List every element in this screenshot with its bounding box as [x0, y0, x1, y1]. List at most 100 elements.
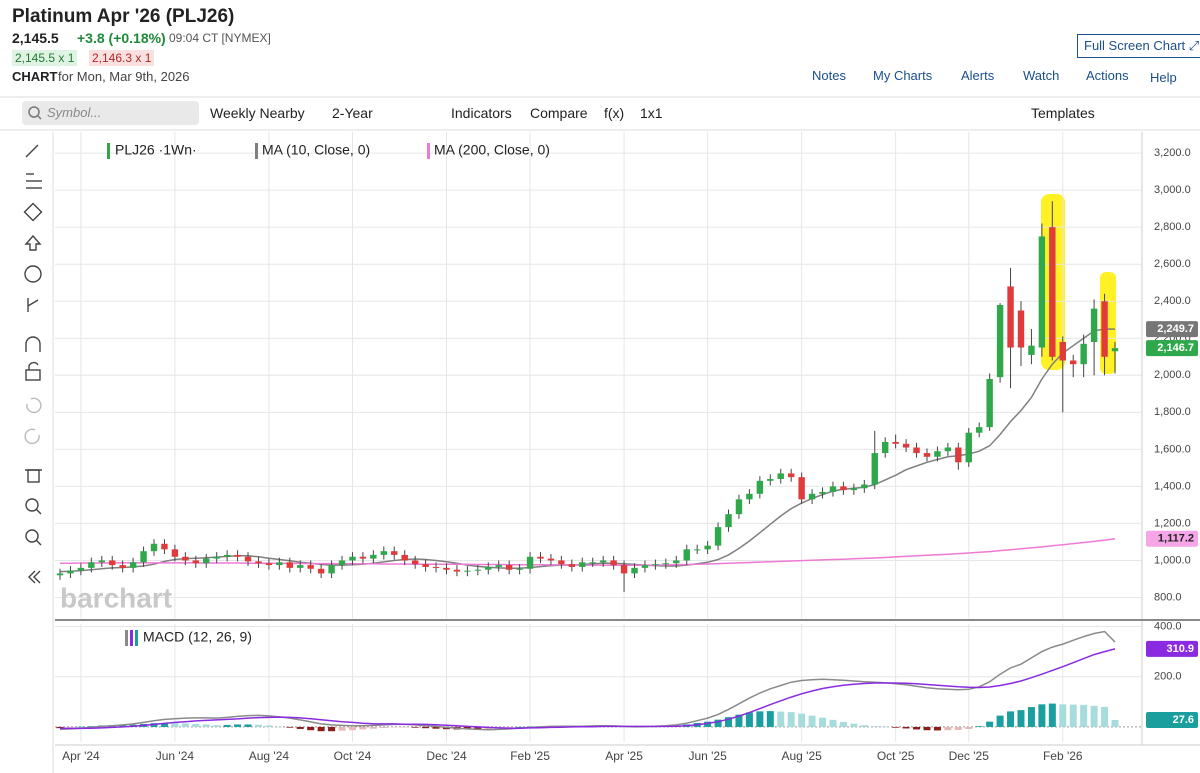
legend-swatch — [125, 630, 128, 646]
candle-body — [317, 568, 325, 574]
candle-body — [109, 560, 116, 566]
toolbar-item[interactable]: 2-Year — [332, 105, 373, 121]
histogram-bar — [704, 721, 712, 727]
candle-body — [213, 556, 220, 559]
candle-body — [662, 563, 670, 565]
legend-entry: MA (10, Close, 0) — [262, 142, 370, 158]
histogram-bar — [119, 724, 127, 727]
candle-body — [67, 570, 74, 574]
candle-body — [934, 451, 941, 457]
candle-body — [391, 551, 398, 555]
y-tick-label: 400.0 — [1154, 620, 1182, 632]
legend-swatch — [427, 143, 430, 159]
menu-item[interactable]: Help — [1150, 70, 1177, 85]
candle-body — [767, 478, 774, 481]
histogram-bar — [1027, 707, 1035, 727]
candle-body — [589, 562, 596, 564]
symbol-input[interactable] — [22, 101, 199, 125]
histogram-bar — [181, 723, 189, 727]
tool-column[interactable] — [23, 144, 43, 584]
candle-body — [1101, 301, 1108, 357]
candle-body — [516, 568, 523, 570]
histogram-bar — [902, 726, 910, 729]
section: CHART — [12, 69, 58, 84]
candle-body — [349, 556, 356, 561]
histogram-bar — [975, 726, 983, 727]
histogram-bar — [954, 726, 962, 730]
x-tick-label: Jun '25 — [688, 749, 727, 763]
menu-item[interactable]: Alerts — [961, 68, 995, 83]
x-tick-label: Dec '24 — [426, 749, 467, 763]
histogram-bar — [432, 726, 440, 729]
candle-body — [223, 554, 231, 557]
histogram-bar — [516, 726, 524, 728]
histogram-box — [1146, 712, 1198, 729]
histogram-bar — [474, 726, 482, 730]
histogram-bar — [777, 711, 785, 727]
histogram-bar — [892, 726, 900, 728]
menu-item[interactable]: Watch — [1023, 68, 1060, 83]
histogram-bar — [265, 725, 273, 727]
histogram-bar — [766, 711, 774, 727]
candle-body — [902, 443, 910, 448]
ma-label: 2,249.7 — [1157, 323, 1194, 335]
histogram-bar — [348, 726, 356, 731]
candle-body — [756, 480, 764, 494]
toolbar-item[interactable]: Compare — [530, 105, 588, 121]
candle-body — [495, 565, 502, 567]
candle-body — [683, 549, 690, 561]
candle-body — [547, 558, 555, 561]
candle-body — [777, 473, 784, 479]
x-tick-label: Feb '25 — [510, 749, 550, 763]
menu-item[interactable]: Notes — [812, 68, 846, 83]
toolbar-item[interactable]: Indicators — [451, 105, 512, 121]
histogram-bar — [234, 724, 242, 727]
toolbar-item[interactable]: Weekly Nearby — [210, 105, 305, 121]
histogram-bar — [756, 711, 764, 727]
candle-body — [871, 453, 878, 485]
histogram-bar — [871, 726, 879, 727]
legend-swatch — [130, 630, 133, 646]
candle-body — [370, 554, 377, 559]
candle-body — [620, 565, 628, 574]
toolbar-item[interactable]: 1x1 — [640, 105, 663, 121]
histogram-bar — [996, 715, 1004, 727]
menu-item[interactable]: My Charts — [873, 68, 933, 83]
candle-body — [56, 573, 64, 576]
candle-body — [443, 567, 450, 570]
histogram-bar — [819, 717, 827, 727]
menu-item[interactable]: Actions — [1086, 68, 1129, 83]
candle-body — [652, 564, 659, 566]
candle-body — [610, 560, 617, 566]
candle-body — [1070, 360, 1077, 365]
templates-button[interactable]: Templates — [1031, 105, 1095, 121]
histogram-bar — [798, 713, 806, 727]
histogram-bar — [369, 726, 377, 729]
x-tick-label: Oct '25 — [877, 749, 915, 763]
candle-body — [693, 549, 701, 551]
histogram-bar — [933, 726, 941, 731]
moving-average-line — [60, 538, 1116, 567]
candle-body — [297, 565, 304, 568]
histogram-bar — [338, 726, 346, 731]
y-tick-label: 1,600.0 — [1154, 443, 1191, 455]
full-screen-button[interactable]: Full Screen Chart ⤢ — [1077, 34, 1200, 58]
candle-body — [965, 432, 972, 463]
histogram-bar — [66, 726, 74, 728]
y-tick-label: 2,400.0 — [1154, 295, 1191, 307]
candle-body — [401, 554, 408, 561]
candle-body — [98, 560, 105, 563]
histogram-bar — [307, 726, 315, 731]
histogram-bar — [223, 724, 231, 727]
macd-title: MACD (12, 26, 9) — [143, 629, 252, 645]
histogram-bar — [620, 726, 628, 728]
search-icon — [28, 106, 40, 118]
signal-line — [59, 648, 1116, 730]
histogram-bar — [505, 726, 513, 728]
histogram-bar — [1007, 711, 1015, 727]
price: 2,145.5 — [12, 30, 59, 46]
toolbar-item[interactable]: f(x) — [604, 105, 625, 121]
histogram-bar — [923, 726, 931, 731]
candle-body — [725, 514, 732, 528]
